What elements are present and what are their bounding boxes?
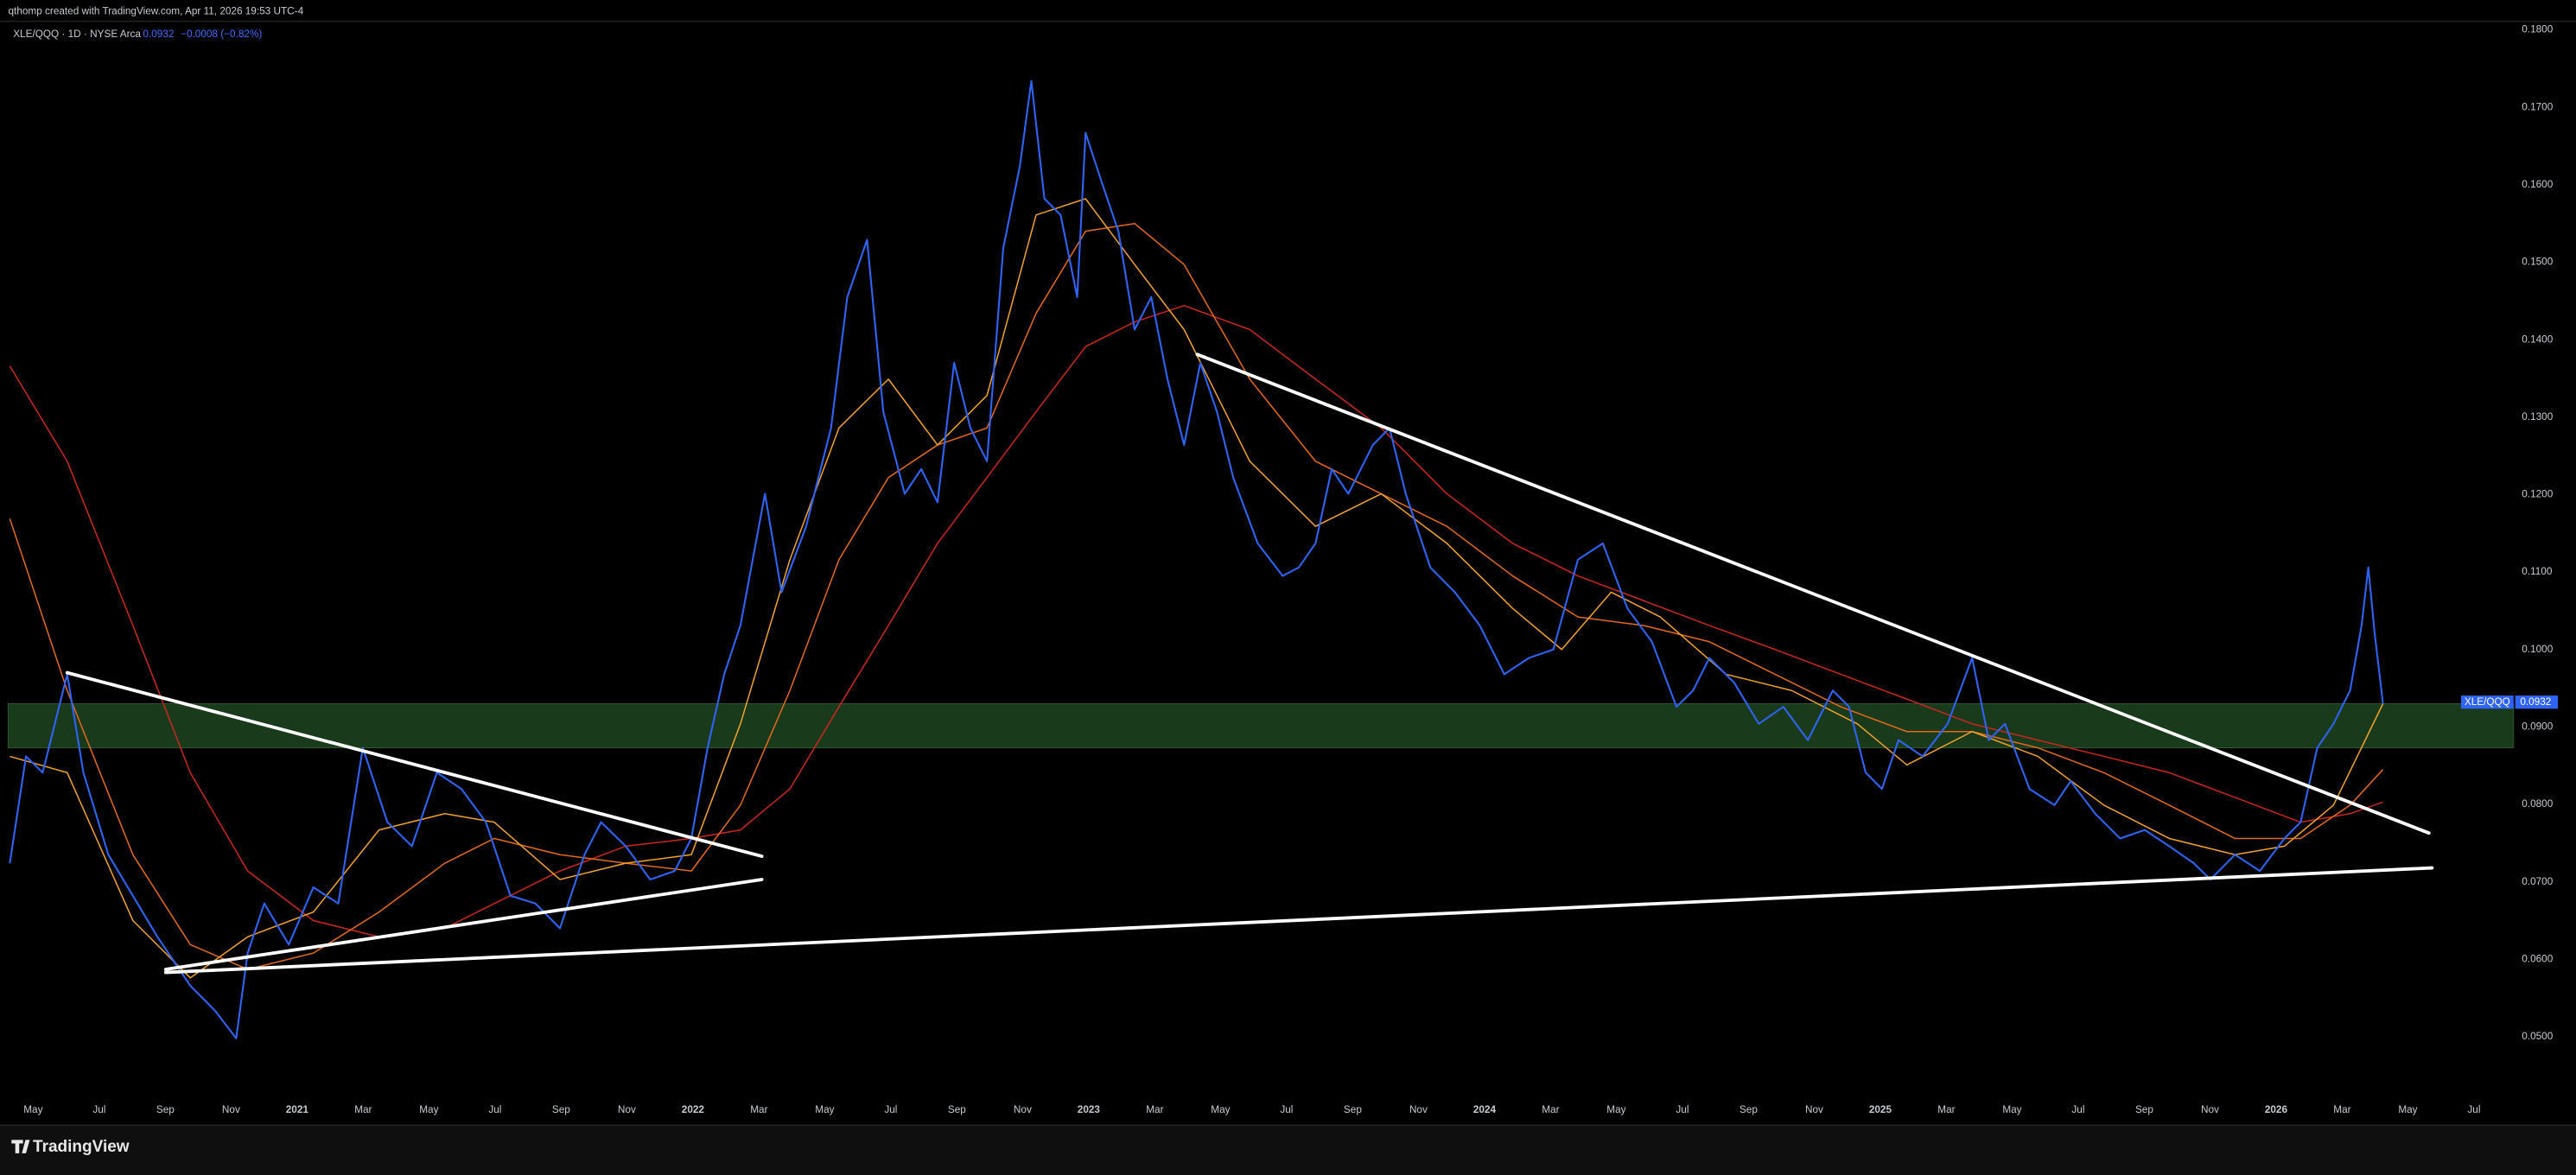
x-tick-label: Nov bbox=[618, 1104, 636, 1115]
y-tick-label: 0.1400 bbox=[2522, 333, 2553, 345]
x-tick-label: Nov bbox=[1014, 1104, 1032, 1115]
x-tick-label: Jul bbox=[92, 1104, 105, 1115]
trendline bbox=[65, 670, 764, 858]
y-tick-label: 0.0500 bbox=[2522, 1031, 2553, 1042]
x-tick-label: Mar bbox=[354, 1104, 372, 1115]
x-tick-label: Jul bbox=[1280, 1104, 1293, 1115]
x-tick-label: 2024 bbox=[1473, 1104, 1497, 1115]
brand-name: TradingView bbox=[33, 1138, 130, 1156]
x-tick-label: May bbox=[23, 1104, 42, 1115]
trendline bbox=[163, 866, 2434, 975]
brand-logo: TradingView bbox=[11, 1138, 130, 1156]
trendline bbox=[163, 878, 764, 971]
y-tick-label: 0.0600 bbox=[2522, 953, 2553, 964]
x-tick-label: May bbox=[1606, 1104, 1625, 1115]
symbol-tag bbox=[2460, 695, 2514, 709]
price-tag bbox=[2515, 695, 2559, 709]
x-tick-label: Nov bbox=[2201, 1104, 2219, 1115]
x-tick-label: Mar bbox=[1542, 1104, 1559, 1115]
x-tick-label: May bbox=[1211, 1104, 1230, 1115]
x-tick-label: Mar bbox=[1146, 1104, 1163, 1115]
x-tick-label: May bbox=[2002, 1104, 2021, 1115]
x-tick-label: 2022 bbox=[682, 1104, 705, 1115]
y-tick-label: 0.1300 bbox=[2522, 411, 2553, 422]
highlight-band bbox=[8, 703, 2515, 749]
x-tick-label: 2025 bbox=[1869, 1104, 1892, 1115]
x-tick-label: Mar bbox=[750, 1104, 767, 1115]
x-tick-label: Jul bbox=[2467, 1104, 2480, 1115]
footer-bar bbox=[0, 1125, 2576, 1175]
y-tick-label: 0.1000 bbox=[2522, 644, 2553, 655]
x-tick-label: Sep bbox=[552, 1104, 570, 1115]
symbol-tag-label: XLE/QQQ bbox=[2465, 696, 2510, 708]
x-tick-label: Nov bbox=[1805, 1104, 1823, 1115]
x-tick-label: Nov bbox=[222, 1104, 240, 1115]
x-tick-label: May bbox=[815, 1104, 834, 1115]
x-tick-label: Jul bbox=[488, 1104, 501, 1115]
y-tick-label: 0.1800 bbox=[2522, 24, 2553, 35]
y-tick-label: 0.1200 bbox=[2522, 489, 2553, 500]
y-tick-label: 0.1700 bbox=[2522, 101, 2553, 112]
logo-icon bbox=[11, 1140, 30, 1153]
x-tick-label: Mar bbox=[1937, 1104, 1955, 1115]
x-tick-label: Jul bbox=[1676, 1104, 1689, 1115]
x-tick-label: Jul bbox=[2071, 1104, 2084, 1115]
x-tick-label: Sep bbox=[156, 1104, 175, 1115]
x-tick-label: 2026 bbox=[2265, 1104, 2288, 1115]
x-tick-label: Jul bbox=[884, 1104, 897, 1115]
trendline bbox=[1195, 352, 2431, 835]
moving-average bbox=[10, 198, 2384, 979]
x-tick-label: Sep bbox=[1344, 1104, 1362, 1115]
symbol-header: XLE/QQQ · 1D · NYSE Arca bbox=[13, 29, 141, 40]
price-line bbox=[9, 79, 2384, 1039]
x-tick-label: 2021 bbox=[286, 1104, 309, 1115]
x-tick-label: Sep bbox=[948, 1104, 966, 1115]
plot-area bbox=[9, 79, 2434, 1039]
x-tick-label: Sep bbox=[2135, 1104, 2153, 1115]
y-tick-label: 0.1600 bbox=[2522, 179, 2553, 190]
x-tick-label: May bbox=[419, 1104, 438, 1115]
price-tag-label: 0.0932 bbox=[2520, 696, 2551, 708]
y-tick-label: 0.1500 bbox=[2522, 257, 2553, 268]
y-tick-label: 0.0800 bbox=[2522, 798, 2553, 810]
x-tick-label: 2023 bbox=[1078, 1104, 1101, 1115]
y-tick-label: 0.1100 bbox=[2522, 566, 2553, 577]
x-tick-label: Mar bbox=[2333, 1104, 2350, 1115]
moving-average bbox=[9, 222, 2384, 970]
x-tick-label: Nov bbox=[1409, 1104, 1428, 1115]
x-tick-label: May bbox=[2398, 1104, 2417, 1115]
chart-title: qthomp created with TradingView.com, Apr… bbox=[9, 5, 304, 16]
header-change: −0.0008 (−0.82%) bbox=[181, 29, 262, 40]
y-tick-label: 0.0700 bbox=[2522, 876, 2553, 887]
header-last-price: 0.0932 bbox=[143, 29, 174, 40]
x-tick-label: Sep bbox=[1740, 1104, 1758, 1115]
y-tick-label: 0.0900 bbox=[2522, 721, 2553, 732]
